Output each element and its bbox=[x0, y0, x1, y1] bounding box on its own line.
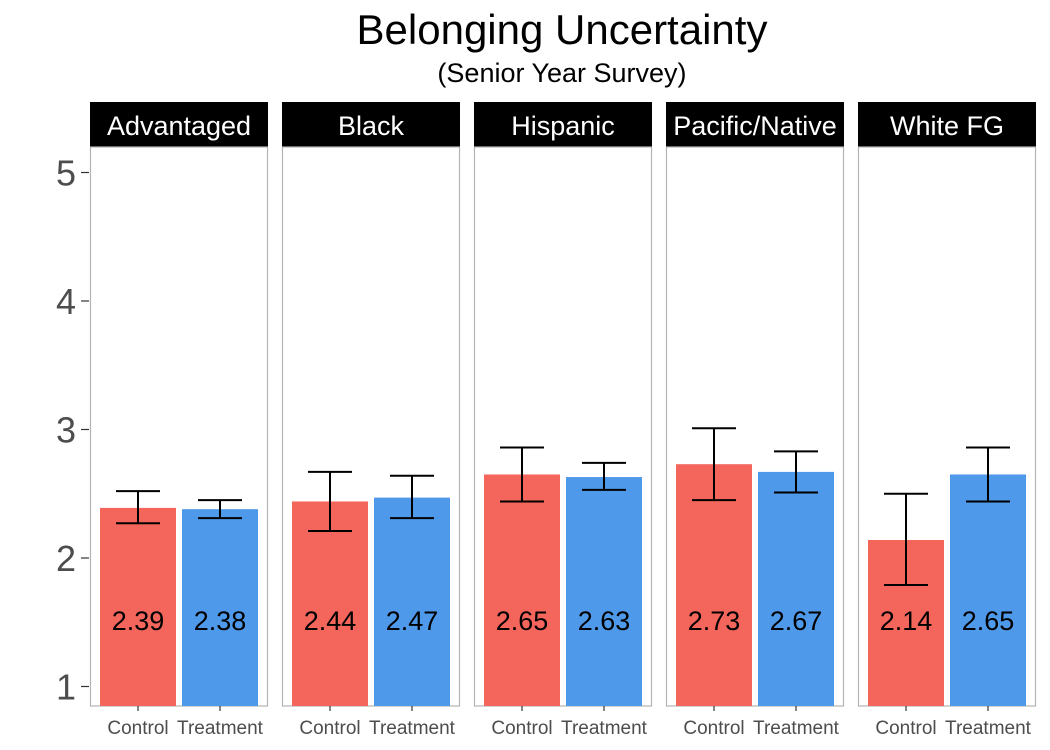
x-tick-label: Control bbox=[491, 718, 552, 739]
bar-control bbox=[292, 501, 368, 706]
facet-strip-label: Pacific/Native bbox=[673, 111, 837, 141]
bar-treatment bbox=[950, 474, 1026, 706]
facet-strip-label: Hispanic bbox=[511, 111, 615, 141]
data-label: 2.14 bbox=[880, 606, 933, 636]
x-tick-label: Treatment bbox=[369, 718, 456, 739]
chart-title: Belonging Uncertainty bbox=[356, 6, 768, 53]
facet-panel-border bbox=[665, 146, 845, 707]
x-tick-label: Treatment bbox=[945, 718, 1032, 739]
bar-control bbox=[484, 474, 560, 706]
facet-strip bbox=[666, 102, 844, 147]
data-label: 2.44 bbox=[304, 606, 357, 636]
facet-strip-label: Black bbox=[338, 111, 405, 141]
bar-treatment bbox=[758, 471, 834, 706]
y-tick-label: 4 bbox=[56, 281, 76, 322]
data-label: 2.38 bbox=[194, 606, 247, 636]
y-tick-label: 5 bbox=[56, 153, 76, 194]
facet-strip bbox=[858, 102, 1036, 147]
x-tick-label: Treatment bbox=[753, 718, 840, 739]
x-tick-label: Treatment bbox=[177, 718, 264, 739]
data-label: 2.47 bbox=[386, 606, 439, 636]
bar-treatment bbox=[374, 497, 450, 706]
facet-strip bbox=[282, 102, 460, 147]
bar-treatment bbox=[182, 509, 258, 706]
facet-strip bbox=[474, 102, 652, 147]
facet-strip bbox=[90, 102, 268, 147]
facet-panel-border bbox=[857, 146, 1037, 707]
x-tick-label: Control bbox=[107, 718, 168, 739]
data-label: 2.65 bbox=[496, 606, 549, 636]
facet-panel-border bbox=[89, 146, 269, 707]
bar-treatment bbox=[566, 477, 642, 706]
y-tick-label: 3 bbox=[56, 410, 76, 451]
data-label: 2.39 bbox=[112, 606, 165, 636]
data-label: 2.73 bbox=[688, 606, 741, 636]
x-tick-label: Treatment bbox=[561, 718, 648, 739]
data-label: 2.67 bbox=[770, 606, 823, 636]
y-tick-label: 2 bbox=[56, 538, 76, 579]
facet-strip-label: Advantaged bbox=[107, 111, 251, 141]
data-label: 2.63 bbox=[578, 606, 631, 636]
bar-control bbox=[676, 464, 752, 706]
bar-control bbox=[100, 507, 176, 706]
x-tick-label: Control bbox=[299, 718, 360, 739]
facet-strip-label: White FG bbox=[890, 111, 1004, 141]
x-tick-label: Control bbox=[875, 718, 936, 739]
facet-panel-border bbox=[281, 146, 461, 707]
chart-subtitle: (Senior Year Survey) bbox=[437, 58, 687, 88]
x-tick-label: Control bbox=[683, 718, 744, 739]
y-tick-label: 1 bbox=[56, 667, 76, 708]
facet-panel-border bbox=[473, 146, 653, 707]
data-label: 2.65 bbox=[962, 606, 1015, 636]
